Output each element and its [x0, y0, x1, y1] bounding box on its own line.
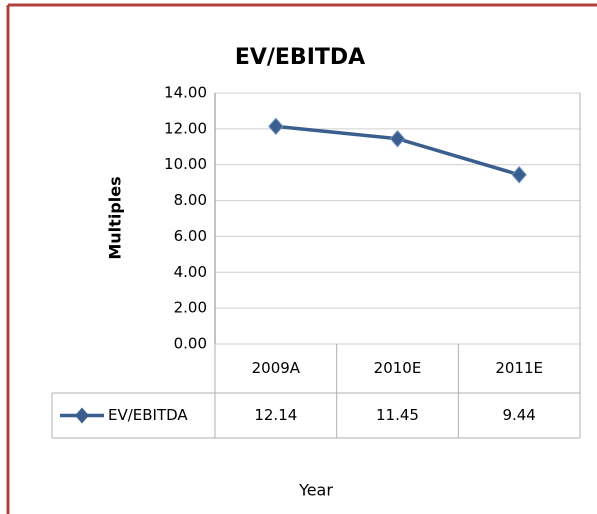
point-marker	[389, 129, 406, 148]
table-value: 9.44	[502, 406, 535, 424]
x-tick-label: 2009A	[252, 359, 301, 377]
x-tick-label: 2011E	[495, 359, 543, 377]
y-tick-label: 8.00	[174, 191, 207, 209]
x-tick-label: 2010E	[374, 359, 422, 377]
legend-marker	[75, 407, 89, 424]
table-value: 12.14	[254, 406, 297, 424]
y-tick-label: 4.00	[174, 263, 207, 281]
y-tick-label: 6.00	[174, 227, 207, 245]
y-tick-label: 14.00	[164, 84, 207, 102]
y-tick-label: 2.00	[174, 299, 207, 317]
y-tick-label: 0.00	[174, 335, 207, 353]
y-tick-label: 10.00	[164, 155, 207, 173]
table-value: 11.45	[376, 406, 419, 424]
point-marker	[268, 117, 284, 136]
x-axis-label: Year	[298, 481, 333, 500]
chart-title: EV/EBITDA	[235, 45, 365, 70]
legend-label: EV/EBITDA	[108, 406, 188, 424]
point-marker	[511, 165, 527, 184]
y-axis-label: Multiples	[106, 176, 125, 259]
y-tick-label: 12.00	[164, 119, 207, 137]
